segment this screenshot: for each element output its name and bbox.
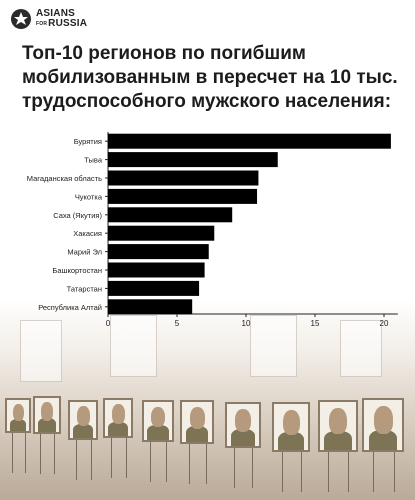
- easel-leg: [348, 452, 349, 492]
- easel-leg: [54, 434, 55, 474]
- category-label-8: Башкортостан: [52, 266, 102, 275]
- portrait-face: [235, 409, 251, 433]
- category-label-6: Хакасия: [73, 229, 102, 238]
- bar-1: [108, 133, 391, 149]
- portrait-face: [151, 406, 165, 428]
- portrait-uniform: [73, 423, 93, 438]
- easel-leg: [372, 452, 374, 492]
- portrait-face: [12, 403, 24, 421]
- easel-leg: [252, 448, 253, 488]
- category-label-3: Магаданская область: [27, 174, 102, 183]
- category-label-2: Тыва: [84, 156, 103, 165]
- portrait-face: [111, 404, 125, 425]
- title-line-2: мобилизованным в пересчет на 10 тыс.: [22, 67, 398, 88]
- portrait-uniform: [108, 421, 128, 436]
- brand-line1: ASIANS: [36, 8, 75, 19]
- brand-emblem-icon: [11, 9, 31, 29]
- portrait-uniform: [368, 430, 398, 450]
- category-label-9: Татарстан: [67, 284, 102, 293]
- soldier-portrait-icon: [5, 398, 31, 433]
- easel-leg: [234, 448, 235, 488]
- brand-line2: RUSSIA: [48, 18, 88, 29]
- soldier-portrait-icon: [103, 398, 133, 438]
- title-line-3: трудоспособного мужского населения:: [22, 91, 392, 112]
- easel-leg: [24, 433, 26, 473]
- portrait-uniform: [324, 430, 352, 450]
- portrait-uniform: [185, 426, 209, 442]
- page-title: Топ-10 регионов по погибшим мобилизованн…: [22, 42, 407, 114]
- easel-leg: [166, 442, 167, 482]
- easel-leg: [205, 444, 207, 484]
- portrait-face: [41, 402, 53, 421]
- soldier-portrait-icon: [142, 400, 174, 442]
- portrait-face: [282, 409, 300, 435]
- brand-logo: ASIANS FORRUSSIA: [10, 8, 100, 30]
- bar-5: [108, 207, 233, 223]
- easel-leg: [150, 442, 151, 482]
- category-label-4: Чукотка: [75, 192, 103, 201]
- hall-window-2: [110, 315, 157, 377]
- brand-line2-wrap: FORRUSSIA: [36, 19, 87, 29]
- portrait-uniform: [147, 424, 169, 440]
- memorial-photo-background: [0, 300, 415, 500]
- bar-4: [108, 188, 258, 204]
- easel-leg: [188, 444, 190, 484]
- easel-leg: [125, 438, 127, 478]
- category-label-10: Республика Алтай: [38, 303, 102, 312]
- easel-leg: [300, 452, 302, 492]
- portrait-face: [189, 406, 205, 429]
- portrait-uniform: [230, 429, 256, 446]
- portrait-face: [373, 406, 393, 434]
- category-label-1: Бурятия: [74, 137, 102, 146]
- bar-3: [108, 170, 259, 186]
- soldier-portrait-icon: [318, 400, 358, 452]
- easel-leg: [393, 452, 395, 492]
- bar-10: [108, 299, 193, 315]
- soldier-portrait-icon: [68, 400, 98, 440]
- bar-6: [108, 225, 215, 241]
- portrait-face: [76, 406, 90, 427]
- category-label-7: Марий Эл: [67, 248, 102, 257]
- bar-9: [108, 280, 200, 296]
- easel-leg: [90, 440, 92, 480]
- easel-leg: [328, 452, 329, 492]
- soldier-portrait-icon: [225, 402, 261, 448]
- hall-window-4: [340, 320, 382, 377]
- easel-leg: [40, 434, 41, 474]
- bar-2: [108, 152, 278, 168]
- x-tick-label-0: 0: [106, 319, 111, 328]
- brand-for: FOR: [36, 21, 48, 27]
- x-tick-label-10: 10: [242, 319, 251, 328]
- bar-8: [108, 262, 205, 278]
- easel-leg: [281, 452, 283, 492]
- x-tick-label-20: 20: [380, 319, 389, 328]
- easel-leg: [75, 440, 77, 480]
- easel-leg: [11, 433, 13, 473]
- hall-window-1: [20, 320, 62, 382]
- hall-window-3: [250, 315, 297, 377]
- soldier-portrait-icon: [33, 396, 61, 434]
- bar-7: [108, 244, 209, 260]
- portrait-uniform: [37, 418, 57, 432]
- category-label-5: Саха (Якутия): [53, 211, 102, 220]
- soldier-portrait-icon: [362, 398, 404, 452]
- soldier-portrait-icon: [272, 402, 310, 452]
- title-line-1: Топ-10 регионов по погибшим: [22, 43, 306, 64]
- soldier-portrait-icon: [180, 400, 214, 444]
- portrait-uniform: [9, 418, 27, 431]
- x-tick-label-5: 5: [175, 319, 180, 328]
- x-tick-label-15: 15: [311, 319, 320, 328]
- portrait-uniform: [278, 431, 304, 450]
- portrait-face: [329, 407, 347, 435]
- easel-leg: [110, 438, 112, 478]
